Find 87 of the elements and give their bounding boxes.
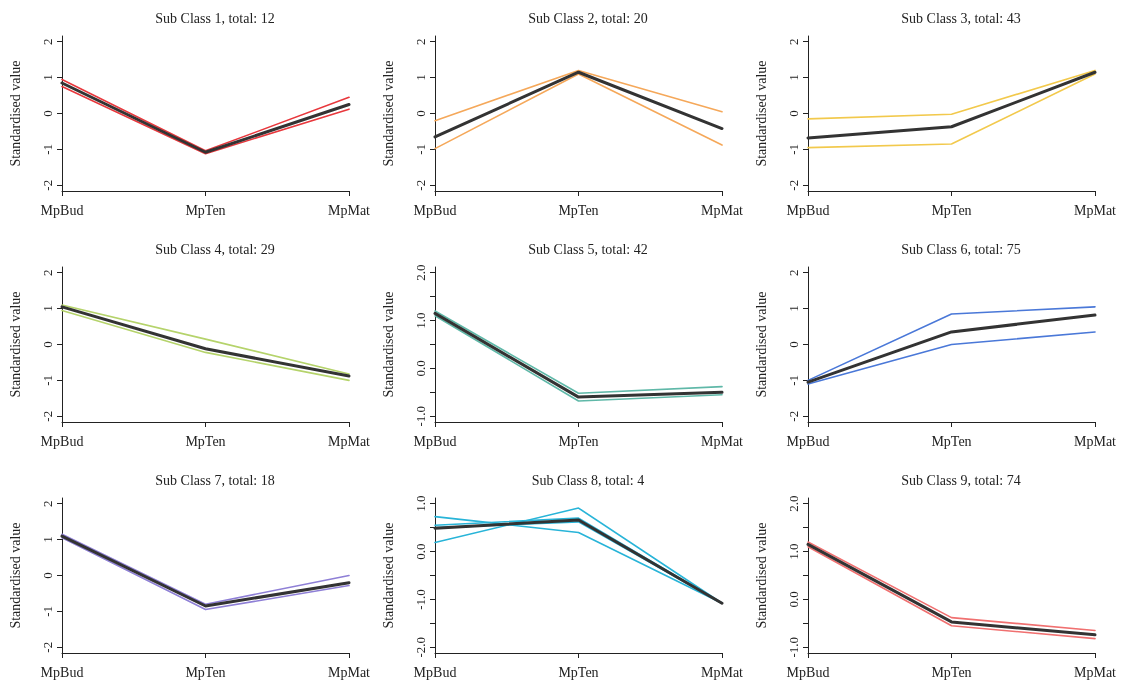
x-tick-label: MpTen	[558, 433, 599, 449]
y-axis-title: Standardised value	[380, 522, 396, 629]
y-tick-label: -1	[40, 605, 55, 617]
x-tick-label: MpMat	[1074, 433, 1117, 449]
x-tick-label: MpTen	[185, 202, 226, 218]
x-tick-label: MpMat	[328, 202, 371, 218]
y-tick-label: -1	[40, 143, 55, 155]
y-tick-label: 0	[786, 341, 801, 348]
x-tick-label: MpTen	[185, 664, 226, 680]
x-tick-label: MpBud	[413, 664, 457, 680]
y-tick-label: 1	[40, 305, 55, 312]
y-tick-label: -1.0	[786, 636, 801, 658]
y-axis-title: Standardised value	[753, 291, 769, 398]
x-tick-label: MpTen	[558, 202, 599, 218]
y-tick-label: -2	[413, 179, 428, 191]
x-tick-label: MpBud	[40, 202, 84, 218]
y-tick-label: 2	[40, 500, 55, 507]
x-tick-label: MpBud	[786, 433, 830, 449]
y-tick-label: 2	[40, 38, 55, 45]
y-tick-label: -2	[40, 641, 55, 653]
y-axis-title: Standardised value	[380, 60, 396, 167]
y-tick-label: -2	[786, 179, 801, 191]
y-tick-label: 0	[40, 341, 55, 348]
x-tick-label: MpMat	[701, 202, 744, 218]
y-tick-label: -1.0	[413, 405, 428, 427]
y-axis-title: Standardised value	[7, 522, 23, 629]
y-axis-title: Standardised value	[380, 291, 396, 398]
x-tick-label: MpBud	[40, 433, 84, 449]
y-tick-label: 0.0	[786, 591, 801, 608]
y-tick-label: -1.0	[413, 589, 428, 610]
y-tick-label: 1	[413, 74, 428, 81]
x-tick-label: MpTen	[185, 433, 226, 449]
y-tick-label: 0	[40, 572, 55, 579]
y-tick-label: 1.0	[413, 495, 428, 512]
chart-title: Sub Class 3, total: 43	[901, 10, 1021, 26]
y-tick-label: 1.0	[413, 312, 428, 329]
y-tick-label: 0.0	[413, 360, 428, 377]
y-tick-label: -1	[413, 143, 428, 155]
x-tick-label: MpBud	[413, 202, 457, 218]
x-tick-label: MpBud	[786, 664, 830, 680]
x-tick-label: MpBud	[413, 433, 457, 449]
chart-title: Sub Class 2, total: 20	[528, 10, 648, 26]
y-tick-label: -1	[40, 374, 55, 386]
x-tick-label: MpMat	[1074, 664, 1117, 680]
x-tick-label: MpMat	[701, 664, 744, 680]
chart-title: Sub Class 6, total: 75	[901, 241, 1021, 257]
chart-title: Sub Class 5, total: 42	[528, 241, 648, 257]
y-tick-label: -1	[786, 374, 801, 386]
chart-title: Sub Class 9, total: 74	[901, 472, 1021, 488]
x-tick-label: MpBud	[40, 664, 84, 680]
x-tick-label: MpTen	[931, 433, 972, 449]
x-tick-label: MpBud	[786, 202, 830, 218]
y-tick-label: 2.0	[786, 495, 801, 512]
x-tick-label: MpTen	[931, 202, 972, 218]
y-tick-label: 0.0	[413, 543, 428, 560]
y-tick-label: 1	[786, 305, 801, 312]
y-tick-label: 2	[786, 269, 801, 276]
y-tick-label: 2	[40, 269, 55, 276]
x-tick-label: MpMat	[701, 433, 744, 449]
y-axis-title: Standardised value	[753, 60, 769, 167]
x-tick-label: MpTen	[558, 664, 599, 680]
chart-title: Sub Class 4, total: 29	[155, 241, 275, 257]
chart-title: Sub Class 7, total: 18	[155, 472, 275, 488]
y-tick-label: 1	[786, 74, 801, 81]
chart-title: Sub Class 8, total: 4	[531, 472, 645, 488]
y-axis-title: Standardised value	[7, 60, 23, 167]
y-tick-label: 1	[40, 536, 55, 543]
y-tick-label: 1	[40, 74, 55, 81]
y-tick-label: -2	[786, 410, 801, 422]
chart-title: Sub Class 1, total: 12	[155, 10, 275, 26]
y-tick-label: -2	[40, 179, 55, 191]
x-tick-label: MpMat	[328, 433, 371, 449]
y-tick-label: 2.0	[413, 264, 428, 281]
y-tick-label: 0	[413, 110, 428, 117]
y-tick-label: -2.0	[413, 636, 428, 658]
x-tick-label: MpMat	[328, 664, 371, 680]
y-axis-title: Standardised value	[753, 522, 769, 629]
y-tick-label: -2	[40, 410, 55, 422]
y-tick-label: 0	[786, 110, 801, 117]
y-tick-label: 1.0	[786, 543, 801, 560]
y-axis-title: Standardised value	[7, 291, 23, 398]
y-tick-label: -1	[786, 143, 801, 155]
x-tick-label: MpTen	[931, 664, 972, 680]
y-tick-label: 2	[413, 38, 428, 45]
y-tick-label: 2	[786, 38, 801, 45]
y-tick-label: 0	[40, 110, 55, 117]
x-tick-label: MpMat	[1074, 202, 1117, 218]
